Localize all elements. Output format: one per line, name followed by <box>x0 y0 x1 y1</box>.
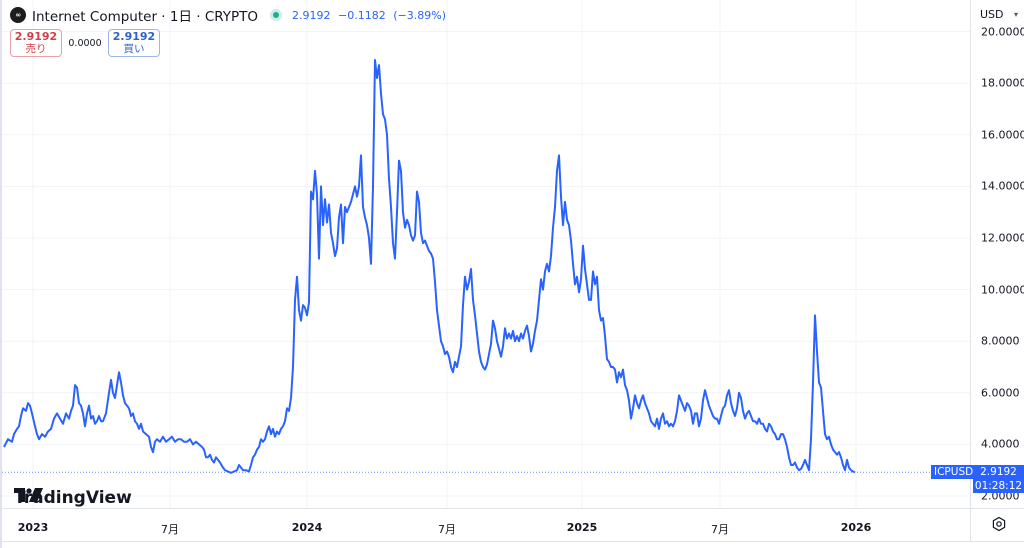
icp-logo-icon: ∞ <box>10 7 26 23</box>
price-tick-label: 10.0000 <box>981 283 1024 297</box>
tradingview-wordmark: TradingView <box>14 488 132 508</box>
price-tick-label: 14.0000 <box>981 179 1024 193</box>
sell-price: 2.9192 <box>14 30 58 43</box>
time-tick-label: 7月 <box>161 523 179 536</box>
time-tick-label: 2025 <box>566 521 598 534</box>
sell-label: 売り <box>25 43 47 55</box>
currency-selector[interactable]: USD ▾ <box>976 4 1020 24</box>
tradingview-logo[interactable]: TradingView <box>14 488 132 508</box>
spread-value: 0.0000 <box>68 37 102 49</box>
price-tick-label: 6.0000 <box>981 386 1020 400</box>
time-tick-label: 2023 <box>17 521 49 534</box>
price-axis[interactable]: 20.0000 18.0000 16.0000 14.0000 12.0000 10.00… <box>970 0 1024 508</box>
tradingview-mark-icon <box>14 488 43 502</box>
time-tick-label: 7月 <box>438 523 456 536</box>
buy-price: 2.9192 <box>112 30 156 43</box>
time-tick-label: 2024 <box>291 521 323 534</box>
price-tick-label: 8.0000 <box>981 334 1020 348</box>
price-series-line <box>3 59 856 474</box>
symbol-price-tag: ICPUSD <box>931 465 977 479</box>
axis-corner <box>970 508 1024 542</box>
symbol-title[interactable]: Internet Computer · 1日 · CRYPTO <box>32 9 259 25</box>
price-tick-label: 12.0000 <box>981 231 1024 245</box>
buy-button[interactable]: 2.9192 買い <box>108 29 160 57</box>
left-border <box>0 0 2 548</box>
currency-label: USD <box>980 7 1004 21</box>
chevron-down-icon: ▾ <box>1013 9 1018 19</box>
price-tick-label: 20.0000 <box>981 25 1024 39</box>
price-change: −0.1182 <box>338 8 386 22</box>
price-change-pct: (−3.89%) <box>393 8 447 22</box>
last-price: 2.9192 <box>292 8 331 22</box>
price-line-chart <box>2 0 970 508</box>
last-price-tag: 2.9192 01:28:12 <box>973 465 1024 493</box>
last-price-tag-value: 2.9192 <box>980 466 1017 478</box>
trade-panel: 2.9192 売り 0.0000 2.9192 買い <box>10 29 160 57</box>
market-open-dot <box>273 12 280 18</box>
settings-icon[interactable] <box>991 516 1007 532</box>
buy-label: 買い <box>123 43 145 55</box>
legend-values: 2.9192 −0.1182 (−3.89%) <box>292 9 450 22</box>
plot-area[interactable] <box>2 0 970 508</box>
bar-countdown: 01:28:12 <box>974 480 1023 492</box>
time-tick-label: 7月 <box>711 523 729 536</box>
symbol-legend[interactable]: ∞ Internet Computer · 1日 · CRYPTO 2.9192… <box>10 5 450 25</box>
price-tick-label: 18.0000 <box>981 76 1024 90</box>
price-tick-label: 4.0000 <box>981 437 1020 451</box>
icp-logo-glyph: ∞ <box>15 11 21 19</box>
time-tick-label: 2026 <box>840 521 872 534</box>
sell-button[interactable]: 2.9192 売り <box>10 29 62 57</box>
time-axis[interactable]: 2023 7月 2024 7月 2025 7月 2026 <box>2 508 970 542</box>
market-status-icon <box>270 9 283 21</box>
price-tick-label: 16.0000 <box>981 128 1024 142</box>
